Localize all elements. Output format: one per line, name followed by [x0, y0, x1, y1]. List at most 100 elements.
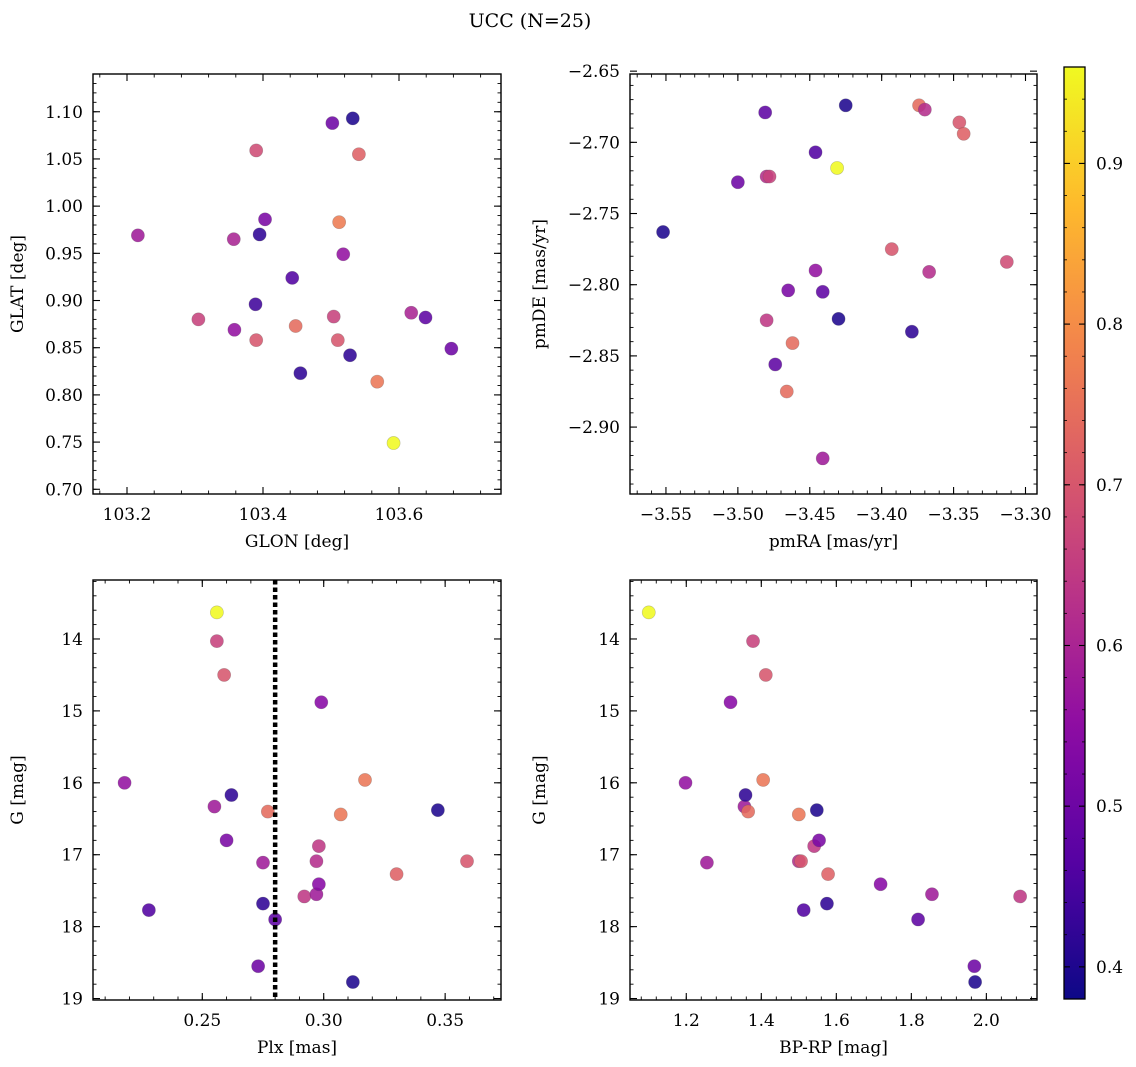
- scatter-point: [252, 227, 267, 242]
- y-tick-label: 1.10: [45, 103, 83, 123]
- axes-frame: [92, 579, 502, 1001]
- scatter-point: [219, 833, 234, 848]
- scatter-point: [249, 143, 264, 158]
- scatter-point: [330, 333, 345, 348]
- colorbar-tick-label: 0.7: [1096, 476, 1123, 496]
- y-tick-label: 0.95: [45, 244, 83, 264]
- scatter-point: [911, 912, 925, 927]
- scatter-point: [873, 877, 888, 892]
- panel-pmra-pmde: −3.55 −3.50 −3.45 −3.40 −3.35 −3.30 −2.90 −2.85…: [530, 62, 1052, 552]
- scatter-point: [209, 605, 224, 620]
- scatter-point: [838, 98, 853, 113]
- x-tick-label: 103.2: [103, 505, 152, 525]
- scatter-point: [967, 959, 982, 974]
- x-tick-label: −3.45: [784, 505, 836, 525]
- scatter-point: [815, 284, 830, 299]
- scatter-point: [326, 309, 341, 324]
- scatter-point: [999, 255, 1014, 269]
- scatter-point: [256, 896, 270, 911]
- scatter-point: [351, 147, 366, 162]
- x-tick-label: 1.6: [823, 1011, 850, 1031]
- x-tick-label: 0.35: [426, 1011, 464, 1031]
- scatter-point: [785, 336, 800, 350]
- x-tick-label: −3.30: [999, 505, 1051, 525]
- x-tick-label: −3.50: [712, 505, 764, 525]
- scatter-point: [209, 634, 224, 649]
- scatter-point: [741, 804, 756, 819]
- scatter-point: [191, 312, 206, 327]
- scatter-point: [288, 319, 303, 333]
- scatter-point: [248, 297, 263, 312]
- scatter-point: [830, 161, 844, 175]
- axes-frame: [629, 579, 1038, 1001]
- scatter-point: [758, 105, 773, 120]
- scatter-point: [758, 668, 773, 682]
- x-axis-label: pmRA [mas/yr]: [769, 532, 898, 552]
- colorbar-tick-label: 0.8: [1096, 315, 1123, 335]
- scatter-point: [389, 867, 404, 882]
- scatter-point: [311, 877, 326, 892]
- scatter-point: [460, 854, 474, 869]
- y-tick-label: 0.85: [45, 339, 83, 359]
- x-tick-label: 1.8: [898, 1011, 925, 1031]
- y-tick-label: 17: [61, 846, 83, 866]
- y-tick-label: 16: [598, 774, 620, 794]
- scatter-point: [260, 804, 275, 819]
- y-tick-label: 0.80: [45, 386, 83, 406]
- panel-plx-g: 0.25 0.30 0.35 14 15 16 17 18 19 Plx [mas] G [mag]: [8, 579, 502, 1058]
- colorbar-tick-label: 0.4: [1096, 958, 1123, 978]
- scatter-point: [444, 341, 459, 356]
- scatter-point: [358, 773, 372, 787]
- colorbar-gradient: [1064, 67, 1085, 999]
- y-tick-label: 1.00: [45, 197, 83, 217]
- y-tick-label: 18: [598, 918, 620, 938]
- scatter-point: [756, 773, 771, 787]
- scatter-point: [256, 855, 270, 870]
- y-tick-label: −2.70: [568, 133, 620, 153]
- colorbar-frame: [1063, 66, 1086, 1000]
- x-tick-label: 103.4: [239, 505, 288, 525]
- scatter-point: [820, 896, 834, 911]
- scatter-point: [812, 833, 826, 848]
- scatter-point: [884, 242, 899, 257]
- y-tick-label: −2.85: [568, 347, 620, 367]
- y-tick-label: 0.75: [45, 433, 83, 453]
- colorbar-tick-label: 0.5: [1096, 797, 1123, 817]
- colorbar-tick-label: 0.6: [1096, 636, 1123, 656]
- panel-glon-glat: 103.2 103.4 103.6 0.70 0.75 0.80 0.85 0.90 0.95 1…: [8, 73, 502, 552]
- scatter-panels: 103.2 103.4 103.6 0.70 0.75 0.80 0.85 0.90 0.95 1…: [8, 62, 1052, 1058]
- scatter-point: [656, 225, 670, 239]
- y-axis-label: pmDE [mas/yr]: [530, 219, 550, 349]
- scatter-point: [309, 854, 324, 869]
- panel-bprp-g: 1.2 1.4 1.6 1.8 2.0 14 15 16 17 18 19 BP-RP [mag] G …: [530, 579, 1038, 1058]
- scatter-point: [333, 807, 348, 822]
- scatter-point: [831, 311, 846, 326]
- x-tick-label: 103.6: [375, 505, 424, 525]
- x-tick-label: −3.40: [856, 505, 908, 525]
- scatter-point: [386, 436, 401, 450]
- scatter-point: [762, 169, 777, 184]
- scatter-point: [730, 175, 745, 190]
- scatter-point: [738, 788, 753, 802]
- scatter-point: [925, 887, 939, 902]
- scatter-point: [723, 695, 738, 710]
- y-tick-label: 1.05: [45, 150, 83, 170]
- scatter-point: [808, 263, 823, 278]
- y-tick-label: −2.80: [568, 276, 620, 296]
- x-axis-label: BP-RP [mag]: [779, 1038, 888, 1058]
- scatter-point: [297, 889, 312, 904]
- x-tick-label: 2.0: [973, 1011, 1000, 1031]
- scatter-point: [117, 775, 132, 790]
- scatter-point: [815, 451, 830, 466]
- scatter-point: [922, 264, 937, 279]
- x-axis-label: Plx [mas]: [257, 1038, 337, 1058]
- scatter-point: [293, 366, 308, 381]
- scatter-point: [224, 788, 239, 802]
- x-tick-label: 1.4: [748, 1011, 775, 1031]
- scatter-point: [345, 975, 360, 989]
- scatter-point: [370, 374, 385, 389]
- scatter-point: [207, 799, 222, 814]
- scatter-point: [808, 145, 823, 160]
- scatter-point: [917, 102, 932, 117]
- colorbar: 0.4 0.5 0.6 0.7 0.8 0.9: [1063, 66, 1123, 1000]
